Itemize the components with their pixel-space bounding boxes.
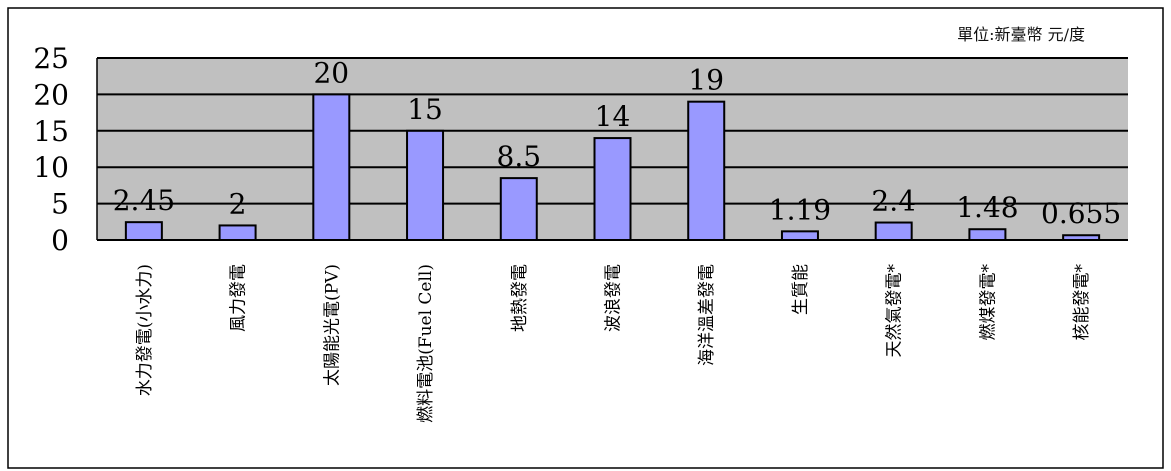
data-label: 2 — [229, 187, 247, 220]
category-label: 生質能 — [791, 264, 811, 315]
y-tick-label: 20 — [33, 78, 69, 111]
y-tick-label: 25 — [33, 42, 69, 75]
category-labels: 水力發電(小水力) 風力發電 太陽能光電(PV) 燃料電池(Fuel Cell) 地熱發… — [135, 264, 1092, 423]
y-tick-label: 15 — [33, 115, 69, 148]
data-label: 15 — [407, 93, 443, 126]
data-label: 1.19 — [769, 193, 831, 226]
category-label: 太陽能光電(PV) — [322, 264, 342, 386]
bar — [499, 177, 538, 241]
data-label: 14 — [595, 100, 631, 133]
y-tick-label: 0 — [51, 224, 69, 257]
bar — [124, 221, 163, 242]
bar — [218, 224, 257, 242]
category-label: 波浪發電 — [604, 264, 624, 332]
unit-note: 單位:新臺幣 元/度 — [957, 25, 1085, 44]
bar — [593, 137, 632, 241]
bar — [968, 228, 1007, 242]
bar — [874, 221, 913, 241]
data-labels: 2.45 2 20 15 8.5 14 19 1.19 2.4 1.48 0.655 — [113, 56, 1122, 230]
bar — [780, 230, 819, 242]
data-label: 8.5 — [497, 140, 542, 173]
category-label: 核能發電* — [1072, 264, 1092, 341]
data-label: 1.48 — [956, 191, 1018, 224]
data-label: 2.45 — [113, 184, 175, 217]
data-label: 20 — [313, 56, 349, 89]
data-label: 0.655 — [1041, 197, 1121, 230]
category-label: 燃煤發電* — [978, 264, 998, 341]
category-label: 風力發電 — [229, 264, 249, 332]
data-label: 2.4 — [871, 185, 916, 218]
data-label: 19 — [688, 64, 724, 97]
bar — [312, 93, 351, 242]
bar — [687, 100, 726, 242]
category-label: 燃料電池(Fuel Cell) — [416, 264, 436, 423]
bar — [406, 129, 445, 241]
category-label: 海洋溫差發電 — [697, 264, 717, 366]
category-label: 地熱發電 — [510, 264, 530, 332]
y-tick-label: 10 — [33, 151, 69, 184]
category-label: 水力發電(小水力) — [135, 264, 155, 396]
category-label: 天然氣發電* — [885, 264, 905, 358]
y-tick-label: 5 — [51, 188, 69, 221]
